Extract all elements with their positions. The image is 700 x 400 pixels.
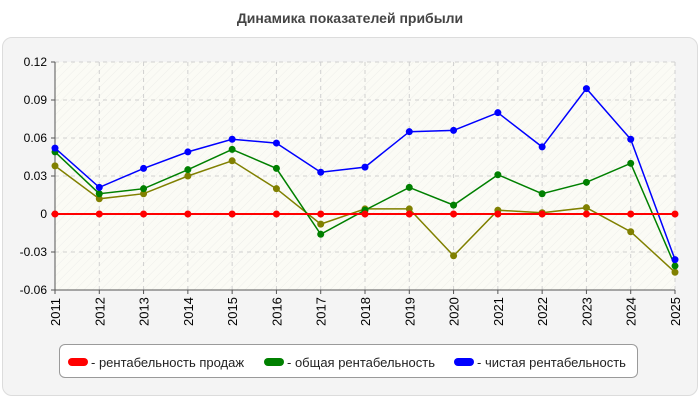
x-tick-label: 2013 (137, 297, 152, 326)
data-point (582, 204, 590, 212)
data-point (272, 164, 280, 172)
data-point (317, 230, 325, 238)
data-point (95, 190, 103, 198)
y-tick-label: 0.12 (24, 55, 48, 69)
legend-item-total: - общая рентабельность (264, 354, 435, 370)
legend-swatch-red (68, 358, 88, 366)
data-point (95, 195, 103, 203)
data-point (671, 210, 679, 218)
y-tick-label: 0.06 (24, 131, 48, 145)
data-point (272, 185, 280, 193)
data-point (184, 148, 192, 156)
x-tick-label: 2014 (181, 297, 196, 326)
data-point (184, 210, 192, 218)
data-point (538, 190, 546, 198)
x-tick-label: 2015 (225, 297, 240, 326)
legend-swatch-blue (454, 358, 474, 366)
x-tick-label: 2017 (314, 297, 329, 326)
legend-item-net: - чистая рентабельность (454, 354, 626, 370)
series-1 (51, 145, 679, 270)
data-point (450, 126, 458, 134)
data-point (140, 164, 148, 172)
data-point (140, 190, 148, 198)
legend-label-total: - общая рентабельность (287, 354, 435, 370)
x-tick-label: 2023 (579, 297, 594, 326)
chart-title: Динамика показателей прибыли (236, 10, 464, 26)
x-tick-label: 2022 (535, 297, 550, 326)
data-point (450, 252, 458, 260)
data-point (184, 172, 192, 180)
data-point (317, 220, 325, 228)
x-tick-labels: 2011 2012 2013 2014 2015 2016 2017 2018 2019 2020… (48, 297, 683, 326)
data-point (228, 157, 236, 165)
x-tick-label: 2016 (269, 297, 284, 326)
data-point (582, 210, 590, 218)
data-point (494, 171, 502, 179)
legend-item-sales: - рентабельность продаж (68, 354, 244, 370)
data-point (317, 168, 325, 176)
data-point (671, 262, 679, 270)
data-point (671, 268, 679, 276)
series-2 (51, 85, 679, 264)
data-point (95, 183, 103, 191)
data-point (140, 210, 148, 218)
x-tick-label: 2024 (624, 297, 639, 326)
x-tick-label: 2021 (491, 297, 506, 326)
data-point (671, 256, 679, 264)
x-tick-label: 2011 (48, 298, 63, 326)
x-tick-label: 2018 (358, 297, 373, 326)
series-0 (51, 210, 679, 218)
x-tick-label: 2012 (92, 297, 107, 326)
data-point (538, 143, 546, 151)
y-tick-label: -0.03 (20, 245, 48, 259)
data-point (361, 210, 369, 218)
data-point (450, 201, 458, 209)
legend-label-sales: - рентабельность продаж (91, 354, 245, 370)
data-point (272, 210, 280, 218)
data-point (538, 210, 546, 218)
legend-swatch-green (264, 358, 284, 366)
data-point (582, 85, 590, 93)
legend: - рентабельность продаж - общая рентабел… (59, 344, 638, 378)
y-tick-label: 0.09 (24, 93, 48, 107)
data-point (95, 210, 103, 218)
data-point (51, 144, 59, 152)
data-point (361, 163, 369, 171)
data-point (494, 109, 502, 117)
data-point (582, 178, 590, 186)
data-point (140, 185, 148, 193)
data-point (627, 210, 635, 218)
series-layer (51, 85, 679, 276)
x-tick-label: 2019 (402, 297, 417, 326)
data-point (627, 135, 635, 143)
data-point (51, 210, 59, 218)
data-point (405, 183, 413, 191)
y-tick-label: 0.03 (24, 169, 48, 183)
data-point (51, 162, 59, 170)
y-tick-label: 0 (40, 207, 47, 221)
x-tick-label: 2025 (668, 297, 683, 326)
data-point (317, 210, 325, 218)
axes (51, 61, 676, 294)
data-point (228, 135, 236, 143)
data-point (228, 210, 236, 218)
data-point (450, 210, 458, 218)
data-point (184, 166, 192, 174)
data-point (405, 210, 413, 218)
y-tick-label: -0.06 (20, 283, 48, 297)
data-point (405, 128, 413, 136)
data-point (627, 228, 635, 236)
data-point (405, 205, 413, 213)
y-tick-labels: 0.12 0.09 0.06 0.03 0 -0.03 -0.06 (20, 55, 48, 297)
data-point (228, 145, 236, 153)
data-point (494, 210, 502, 218)
x-tick-label: 2020 (447, 297, 462, 326)
data-point (627, 159, 635, 167)
legend-label-net: - чистая рентабельность (477, 354, 626, 370)
data-point (272, 139, 280, 147)
